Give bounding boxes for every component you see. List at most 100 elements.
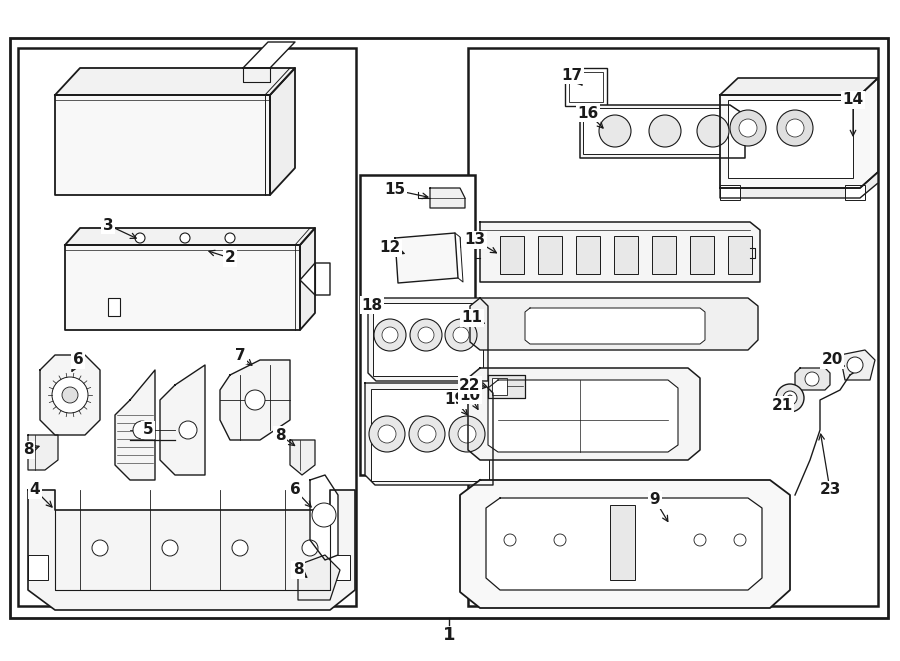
Circle shape [649,115,681,147]
Circle shape [449,416,485,452]
Bar [360,175,475,475]
Text: 10: 10 [459,387,481,403]
Circle shape [599,115,631,147]
Circle shape [133,421,151,439]
Polygon shape [270,68,295,195]
Polygon shape [290,440,315,475]
Polygon shape [365,383,493,485]
Polygon shape [525,308,705,344]
Circle shape [409,416,445,452]
Bar [728,236,752,274]
Circle shape [225,233,235,243]
Circle shape [783,391,797,405]
Polygon shape [40,355,100,435]
Bar [330,555,350,580]
Circle shape [453,327,469,343]
Text: 8: 8 [292,563,303,578]
Bar [492,378,507,395]
Circle shape [694,534,706,546]
Polygon shape [65,245,300,330]
Text: 6: 6 [290,483,301,498]
Polygon shape [486,498,762,590]
Polygon shape [840,350,875,380]
Bar [690,236,714,274]
Circle shape [52,377,88,413]
Bar [468,48,878,606]
Circle shape [378,425,396,443]
Text: 7: 7 [235,348,246,362]
Circle shape [312,503,336,527]
Circle shape [734,534,746,546]
Text: 11: 11 [462,311,482,325]
Polygon shape [220,360,290,440]
Bar [569,72,603,102]
Circle shape [776,384,804,412]
Circle shape [418,327,434,343]
Circle shape [232,540,248,556]
Polygon shape [720,172,878,198]
Bar [373,303,483,376]
Polygon shape [300,228,315,330]
Text: 12: 12 [380,241,400,256]
Text: 17: 17 [562,67,582,83]
Bar [108,298,120,316]
Polygon shape [488,375,525,398]
Circle shape [847,357,863,373]
Bar [845,185,865,200]
Polygon shape [310,475,338,560]
Polygon shape [65,228,315,245]
Text: 8: 8 [274,428,285,442]
Bar [565,68,607,106]
Circle shape [697,115,729,147]
Circle shape [739,119,757,137]
Bar [614,236,638,274]
Circle shape [504,534,516,546]
Text: 6: 6 [73,352,84,368]
Circle shape [418,425,436,443]
Circle shape [554,534,566,546]
Bar [538,236,562,274]
Text: 23: 23 [819,483,841,498]
Circle shape [382,327,398,343]
Polygon shape [243,42,295,68]
Text: 2: 2 [225,251,236,266]
Circle shape [179,421,197,439]
Bar [10,38,888,618]
Text: 15: 15 [384,182,406,198]
Circle shape [730,110,766,146]
Polygon shape [480,222,760,282]
Bar [728,100,853,178]
Bar [720,185,740,200]
Text: 1: 1 [443,626,455,644]
Polygon shape [468,368,700,460]
Polygon shape [55,95,270,195]
Polygon shape [115,370,155,480]
Polygon shape [470,298,758,350]
Text: 19: 19 [445,393,465,407]
Circle shape [786,119,804,137]
Polygon shape [720,78,878,188]
Polygon shape [460,480,790,608]
Text: 8: 8 [22,442,33,457]
Text: 20: 20 [822,352,842,368]
Polygon shape [300,263,330,295]
Polygon shape [720,78,878,95]
Text: 5: 5 [143,422,153,438]
Bar [583,108,731,154]
Polygon shape [55,68,295,95]
Circle shape [777,110,813,146]
Circle shape [445,319,477,351]
Circle shape [245,390,265,410]
Circle shape [410,319,442,351]
Text: 3: 3 [103,217,113,233]
Circle shape [180,233,190,243]
Text: 14: 14 [842,93,864,108]
Circle shape [787,395,793,401]
Circle shape [458,425,476,443]
Polygon shape [368,298,488,381]
Bar [28,555,48,580]
Bar [610,505,635,580]
Circle shape [135,233,145,243]
Bar [18,48,356,606]
Polygon shape [395,233,458,283]
